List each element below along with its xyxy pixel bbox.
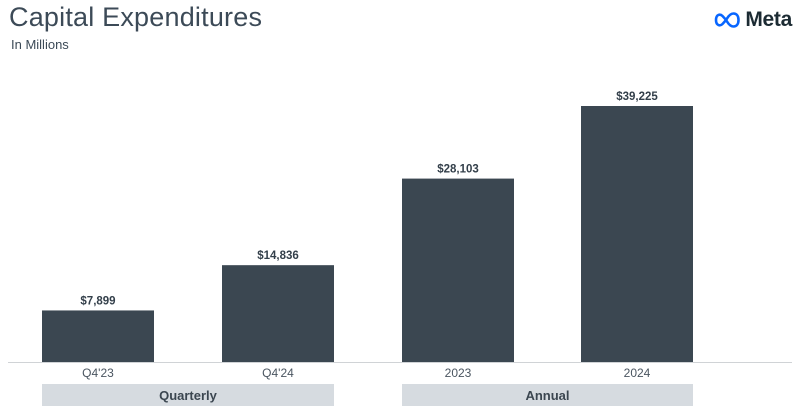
chart-title: Capital Expenditures bbox=[9, 2, 263, 32]
bar-2 bbox=[402, 178, 514, 362]
meta-logo: Meta bbox=[712, 7, 792, 33]
meta-infinity-icon bbox=[715, 12, 741, 28]
data-label-0: $7,899 bbox=[80, 295, 115, 307]
data-label-1: $14,836 bbox=[257, 250, 299, 262]
group-label-annual: Annual bbox=[402, 384, 693, 406]
chart-subtitle: In Millions bbox=[11, 37, 69, 52]
data-label-2: $28,103 bbox=[437, 164, 479, 176]
data-label-3: $39,225 bbox=[616, 91, 658, 103]
bar-3 bbox=[581, 106, 693, 362]
x-tick-label-2: 2023 bbox=[445, 366, 472, 380]
x-tick-label-3: 2024 bbox=[624, 366, 651, 380]
x-tick-label-1: Q4'24 bbox=[262, 366, 294, 380]
group-label-quarterly: Quarterly bbox=[42, 384, 334, 406]
x-tick-label-0: Q4'23 bbox=[82, 366, 114, 380]
bar-1 bbox=[222, 265, 334, 362]
bar-0 bbox=[42, 310, 154, 362]
meta-logo-text: Meta bbox=[745, 8, 792, 31]
